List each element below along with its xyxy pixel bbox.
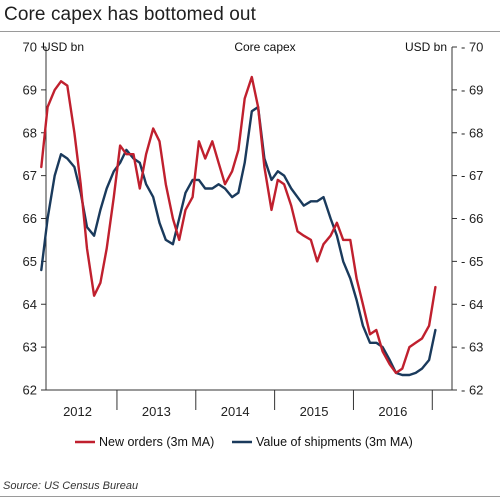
right-y-tick-label: - 70 — [461, 40, 483, 55]
left-axis-title: USD bn — [42, 40, 84, 54]
right-axis-title: USD bn — [405, 40, 447, 54]
right-y-tick-label: - 62 — [461, 383, 483, 398]
legend-label-shipments: Value of shipments (3m MA) — [256, 435, 413, 449]
left-y-tick-label: 65 — [23, 254, 37, 269]
legend-label-new-orders: New orders (3m MA) — [99, 435, 214, 449]
x-axis: 2012 2013 2014 2015 2016 — [46, 389, 452, 419]
chart-title: Core capex has bottomed out — [4, 4, 256, 25]
left-y-tick-label: 68 — [23, 125, 37, 140]
title-divider — [0, 31, 500, 32]
x-tick-label: 2014 — [221, 404, 250, 419]
chart-subtitle: Core capex — [234, 40, 295, 54]
plot-background — [0, 32, 500, 478]
left-y-tick-label: 69 — [23, 82, 37, 97]
series-lines — [40, 75, 437, 377]
x-tick-label: 2013 — [142, 404, 171, 419]
source-note: Source: US Census Bureau — [3, 480, 139, 492]
right-y-tick-label: - 67 — [461, 168, 483, 183]
right-y-tick-label: - 68 — [461, 125, 483, 140]
left-y-tick-label: 70 — [23, 40, 37, 55]
right-y-tick-label: - 69 — [461, 82, 483, 97]
left-y-tick-label: 62 — [23, 383, 37, 398]
right-y-tick-label: - 63 — [461, 340, 483, 355]
left-y-tick-label: 63 — [23, 340, 37, 355]
right-y-tick-label: - 65 — [461, 254, 483, 269]
x-tick-label: 2016 — [378, 404, 407, 419]
left-y-tick-label: 66 — [23, 211, 37, 226]
left-y-tick-label: 64 — [23, 297, 37, 312]
series-line-shipments — [40, 105, 437, 377]
x-tick-label: 2012 — [63, 404, 92, 419]
right-y-tick-label: - 66 — [461, 211, 483, 226]
right-y-axis: - 62 - 63 - 64 - 65 - 66 - 67 - 68 - 69 - 70 — [451, 40, 483, 398]
series-line-new-orders — [40, 75, 437, 375]
footer-divider — [0, 496, 500, 497]
x-tick-label: 2015 — [300, 404, 329, 419]
right-y-tick-label: - 64 — [461, 297, 483, 312]
legend: New orders (3m MA) Value of shipments (3… — [75, 435, 413, 449]
left-y-tick-label: 67 — [23, 168, 37, 183]
